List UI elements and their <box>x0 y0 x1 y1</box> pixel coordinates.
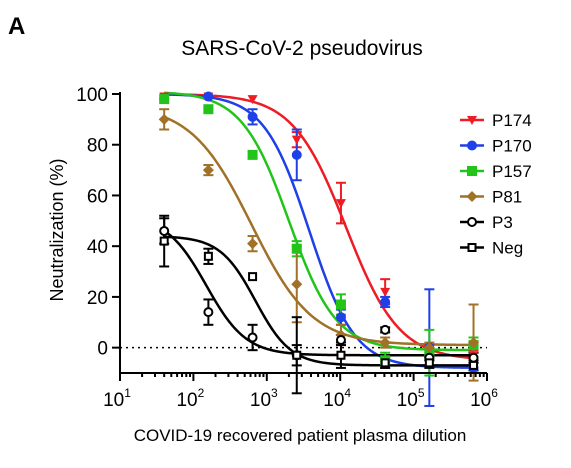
legend-marker-p174 <box>467 116 477 125</box>
data-point-p81 <box>202 164 214 176</box>
legend-label-p170: P170 <box>492 137 532 156</box>
x-tick-label: 104 <box>323 386 351 411</box>
data-point-p3 <box>159 225 170 236</box>
data-point-p3 <box>468 352 479 363</box>
legend-marker-neg <box>467 243 477 252</box>
data-point-neg <box>380 358 390 368</box>
data-point-p170 <box>380 296 391 307</box>
x-tick-label: 102 <box>176 386 204 411</box>
x-tick-label: 101 <box>103 386 131 411</box>
data-point-neg <box>203 251 213 261</box>
y-tick-label: 80 <box>87 136 108 157</box>
data-point-p81 <box>379 337 391 349</box>
data-point-neg <box>336 350 346 360</box>
fit-curve-p3 <box>163 229 474 357</box>
x-tick-label: 103 <box>250 386 278 411</box>
x-axis-label: COVID-19 recovered patient plasma diluti… <box>134 426 467 445</box>
legend-marker-p157 <box>467 166 477 176</box>
data-point-p170 <box>291 149 302 160</box>
data-point-p174 <box>247 95 258 105</box>
data-point-p157 <box>335 299 346 310</box>
fit-curve-neg <box>164 235 474 367</box>
x-ticks: 101 102 103 104 105 106 <box>103 373 498 411</box>
data-point-p174 <box>335 199 346 209</box>
panel-letter: A <box>8 13 25 40</box>
data-point-p157 <box>203 104 214 115</box>
fit-curve-p157 <box>164 91 474 352</box>
data-point-p157 <box>159 94 170 105</box>
fit-curves <box>163 91 474 369</box>
data-point-p170 <box>247 111 258 122</box>
data-point-p81 <box>291 278 303 290</box>
legend-marker-p170 <box>467 140 477 151</box>
data-point-p170 <box>335 312 346 323</box>
data-point-p3 <box>335 335 346 346</box>
y-tick-label: 20 <box>87 288 108 309</box>
legend-label-p3: P3 <box>492 213 513 232</box>
data-point-p81 <box>158 113 170 125</box>
data-point-neg <box>292 350 302 360</box>
data-point-p81 <box>468 337 480 349</box>
fit-curve-p170 <box>164 93 474 369</box>
data-point-p3 <box>247 332 258 343</box>
data-point-p174 <box>291 135 302 145</box>
data-point-p174 <box>380 287 391 297</box>
fit-curve-p81 <box>163 115 474 347</box>
y-tick-label: 60 <box>87 186 108 207</box>
y-tick-label: 100 <box>76 85 108 106</box>
legend-marker-p3 <box>467 217 477 227</box>
data-point-p81 <box>247 238 259 250</box>
legend-marker-p81 <box>466 191 478 202</box>
data-point-neg <box>469 360 479 370</box>
chart-title: SARS-CoV-2 pseudovirus <box>181 37 423 60</box>
data-point-p170 <box>203 91 214 102</box>
legend-label-p157: P157 <box>492 162 532 181</box>
data-point-p3 <box>380 324 391 335</box>
data-point-neg <box>424 358 434 368</box>
fit-curve-p174 <box>164 93 474 360</box>
y-tick-label: 40 <box>87 237 108 258</box>
y-axis-label: Neutralization (%) <box>47 158 67 301</box>
data-point-p3 <box>203 307 214 318</box>
data-point-p157 <box>247 149 258 160</box>
y-ticks: 0 20 40 60 80 100 <box>76 85 120 360</box>
legend-label-p81: P81 <box>492 188 522 207</box>
legend: P174 P170 P157 P81 P3 Neg <box>460 111 532 258</box>
x-tick-label: 105 <box>397 386 425 411</box>
x-tick-label: 106 <box>470 386 498 411</box>
data-point-neg <box>159 236 169 246</box>
data-point-p81 <box>423 342 435 354</box>
legend-label-neg: Neg <box>492 239 523 258</box>
legend-label-p174: P174 <box>492 111 532 130</box>
data-point-neg <box>248 272 258 282</box>
y-tick-label: 0 <box>97 339 108 360</box>
data-point-p157 <box>291 243 302 254</box>
data-points <box>158 91 480 373</box>
